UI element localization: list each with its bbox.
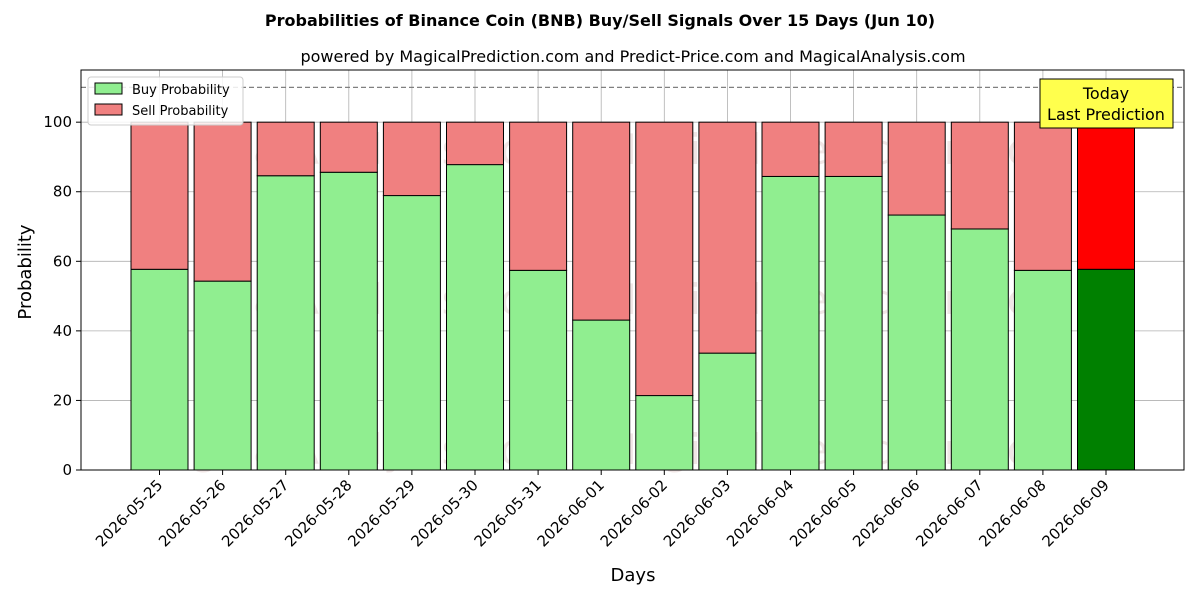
sell-bar	[1077, 121, 1135, 270]
annotation-box	[1039, 78, 1174, 129]
y-tick-label: 40	[53, 322, 72, 340]
legend-swatch-buy	[94, 82, 123, 95]
x-tick-label: 2026-05-28	[281, 476, 355, 550]
annotation-line-1: Today	[1082, 84, 1129, 103]
buy-bar	[130, 268, 189, 471]
sell-bar	[824, 121, 883, 177]
x-tick-label: 2026-06-05	[786, 476, 860, 550]
buy-bar	[319, 171, 378, 471]
annotation-line-2: Last Prediction	[1047, 105, 1165, 124]
buy-bar	[824, 175, 883, 471]
buy-bar	[509, 269, 568, 471]
y-tick-label: 20	[53, 391, 72, 409]
chart-title: Probabilities of Binance Coin (BNB) Buy/…	[265, 11, 935, 30]
y-tick-label: 100	[43, 113, 72, 131]
x-tick-label: 2026-05-30	[407, 476, 481, 550]
x-tick-label: 2026-06-08	[975, 476, 1049, 550]
sell-bar	[761, 121, 820, 177]
x-tick-label: 2026-06-09	[1038, 476, 1112, 550]
x-tick-label: 2026-05-25	[92, 476, 166, 550]
y-axis-ticks: 0 20 40 60 80 100	[43, 113, 81, 479]
buy-bar	[572, 319, 631, 471]
sell-bar	[256, 121, 315, 177]
sell-bar	[446, 121, 504, 166]
legend-box	[87, 76, 244, 126]
legend-label-sell: Sell Probability	[132, 104, 229, 119]
buy-bar	[635, 395, 694, 471]
y-tick-label: 80	[53, 183, 72, 201]
x-tick-label: 2026-06-06	[849, 476, 923, 550]
x-axis-label: Days	[611, 565, 656, 586]
plot-frame	[80, 69, 1185, 471]
buy-bar	[256, 175, 315, 471]
x-tick-label: 2026-06-04	[723, 476, 797, 550]
y-axis-label: Probability	[15, 224, 36, 319]
buy-bar	[1013, 269, 1072, 471]
bars-layer	[130, 121, 1135, 471]
x-tick-label: 2026-05-27	[218, 476, 292, 550]
chart-subtitle: powered by MagicalPrediction.com and Pre…	[300, 47, 965, 66]
legend: Buy Probability Sell Probability	[87, 76, 244, 126]
buy-bar	[887, 214, 946, 471]
x-tick-label: 2026-05-26	[155, 476, 229, 550]
x-tick-label: 2026-06-02	[597, 476, 671, 550]
sell-bar	[698, 121, 757, 354]
x-tick-label: 2026-05-31	[471, 476, 545, 550]
sell-bar	[887, 121, 946, 216]
x-tick-label: 2026-06-01	[534, 476, 608, 550]
buy-bar	[1077, 268, 1135, 471]
sell-bar	[509, 121, 568, 271]
buy-bar	[761, 175, 820, 471]
sell-bar	[319, 121, 378, 173]
x-tick-label: 2026-06-03	[660, 476, 734, 550]
x-tick-label: 2026-05-29	[344, 476, 418, 550]
y-tick-label: 60	[53, 252, 72, 270]
sell-bar	[382, 121, 441, 197]
buy-bar	[950, 228, 1009, 471]
legend-swatch-sell	[94, 103, 123, 116]
buy-bar	[698, 352, 757, 471]
y-tick-label: 0	[62, 461, 72, 479]
x-axis-ticks: 2026-05-252026-05-262026-05-272026-05-28…	[92, 470, 1113, 550]
buy-bar	[382, 195, 441, 471]
buy-bar	[446, 164, 504, 471]
sell-bar	[1013, 121, 1072, 271]
sell-bar	[193, 121, 252, 282]
today-annotation: Today Last Prediction	[1039, 78, 1174, 129]
sell-bar	[572, 121, 631, 321]
sell-bar	[130, 121, 189, 270]
legend-label-buy: Buy Probability	[132, 83, 230, 98]
x-tick-label: 2026-06-07	[912, 476, 986, 550]
sell-bar	[635, 121, 694, 397]
buy-bar	[193, 280, 252, 471]
sell-bar	[950, 121, 1009, 230]
